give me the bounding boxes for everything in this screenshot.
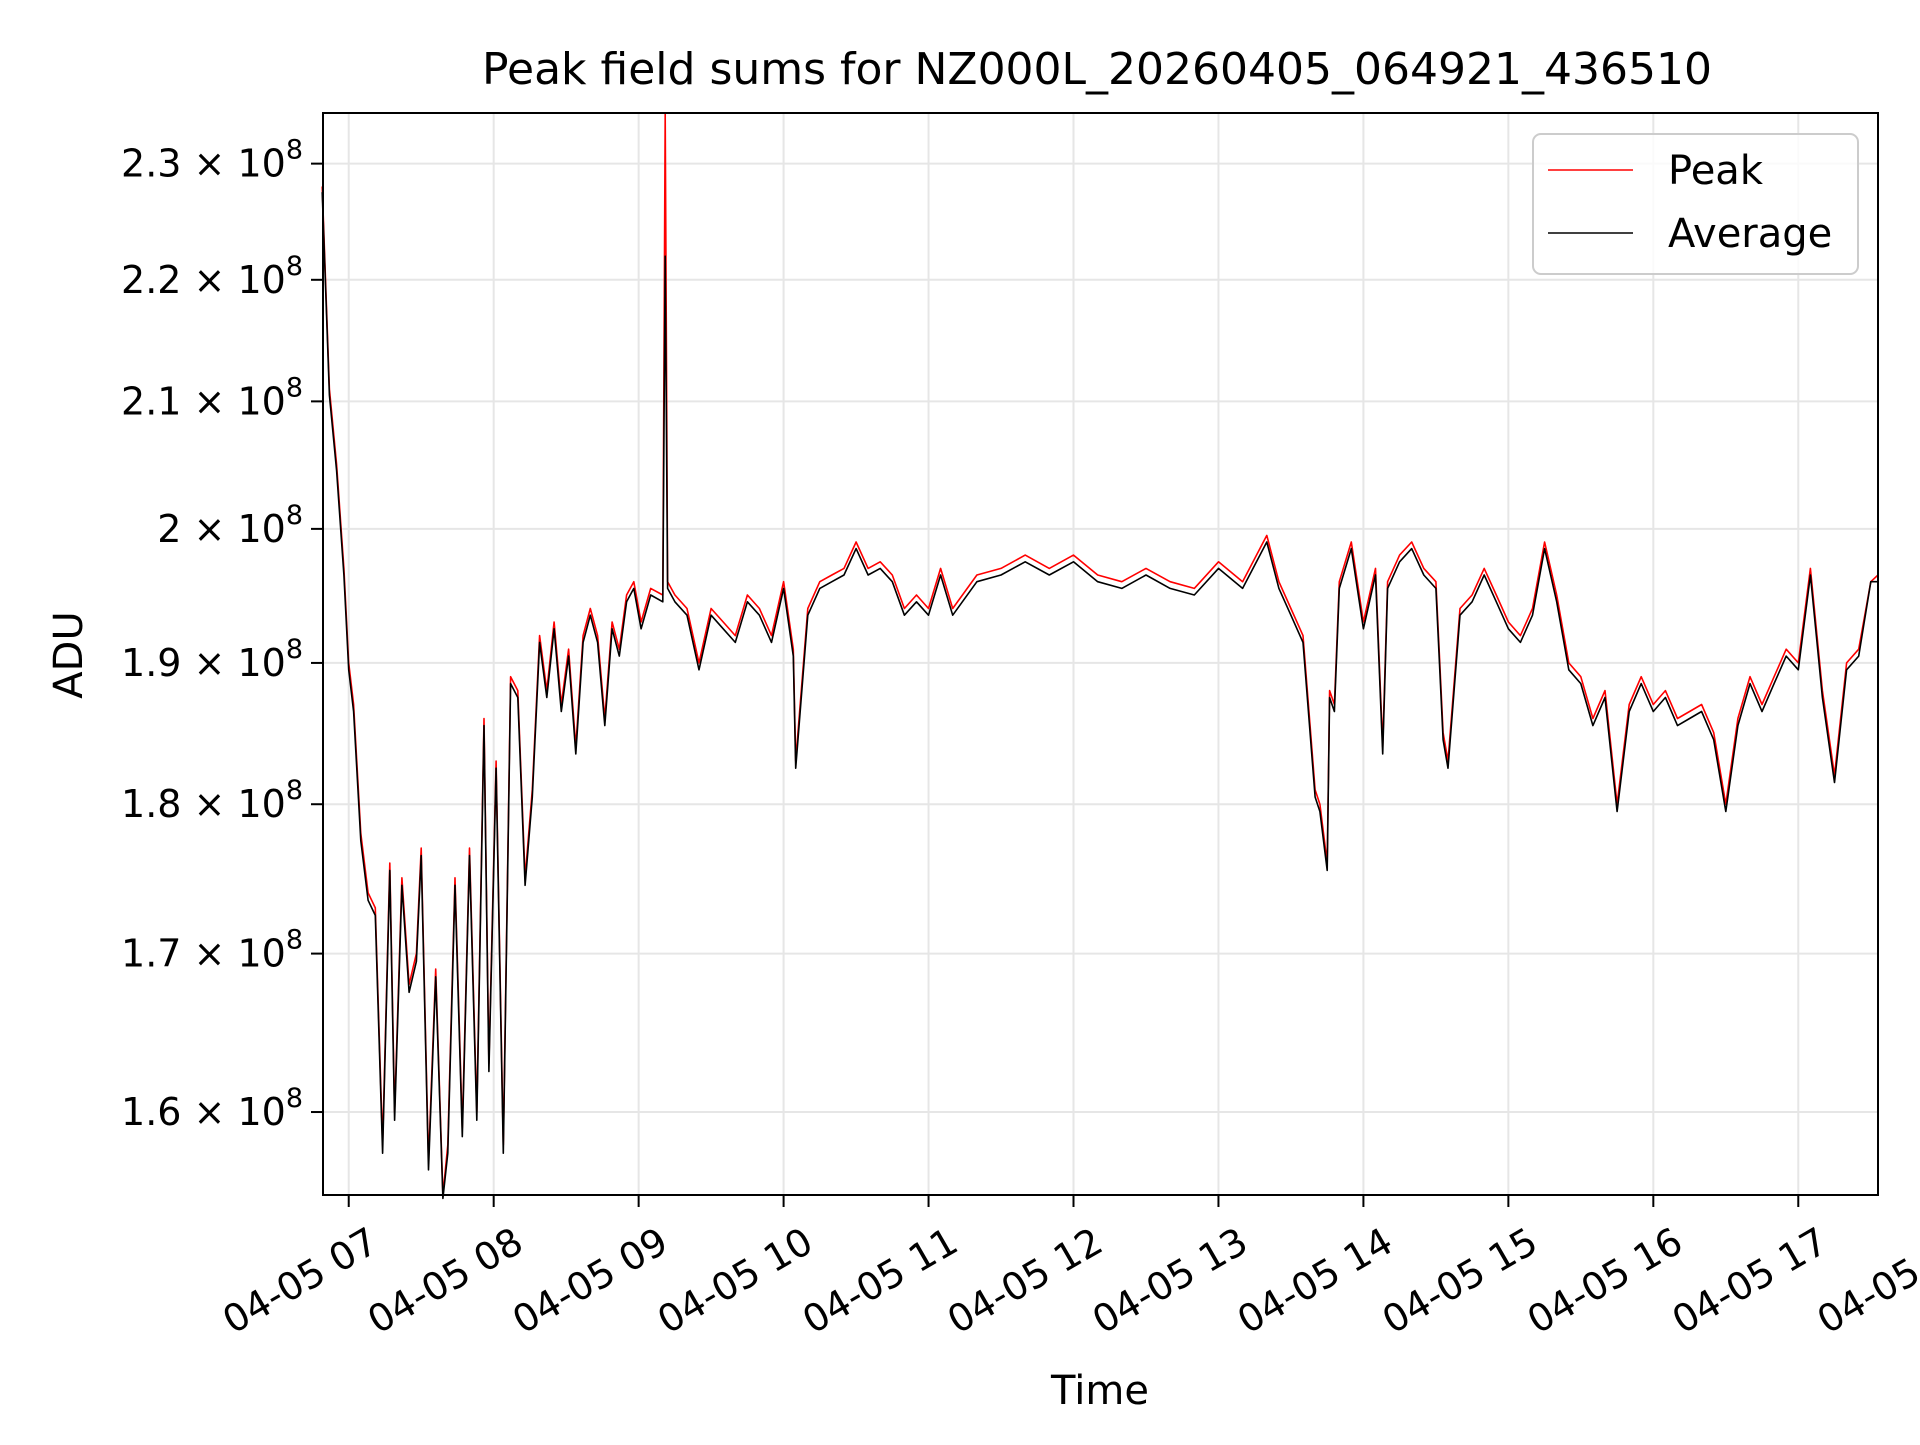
y-tick-label: 1.8 × 108	[121, 775, 303, 826]
series-line-average	[321, 192, 1878, 1200]
y-tick-label: 2.1 × 108	[121, 372, 303, 423]
y-tick-label: 2 × 108	[157, 500, 303, 551]
y-tick-label: 1.7 × 108	[121, 925, 303, 976]
plot-frame	[322, 112, 1879, 1196]
y-tick-label: 1.6 × 108	[121, 1083, 303, 1134]
legend-box	[1532, 133, 1859, 275]
series-layer	[321, 112, 1879, 1200]
chart-title: Peak field sums for NZ000L_20260405_0649…	[482, 44, 1712, 95]
y-tick-label: 1.9 × 108	[121, 634, 303, 685]
y-tick-label: 2.2 × 108	[121, 251, 303, 302]
y-tick-label: 2.3 × 108	[121, 135, 303, 186]
legend-label-peak: Peak	[1668, 148, 1764, 194]
y-axis-label: ADU	[46, 611, 92, 698]
x-axis-label: Time	[1050, 1368, 1149, 1414]
y-axis: 1.6 × 108 1.7 × 108 1.8 × 108 1.9 × 108 2 × …	[121, 135, 323, 1134]
series-line-peak	[321, 112, 1879, 1196]
legend-label-average: Average	[1668, 211, 1832, 257]
legend: Peak Average	[1532, 133, 1859, 275]
